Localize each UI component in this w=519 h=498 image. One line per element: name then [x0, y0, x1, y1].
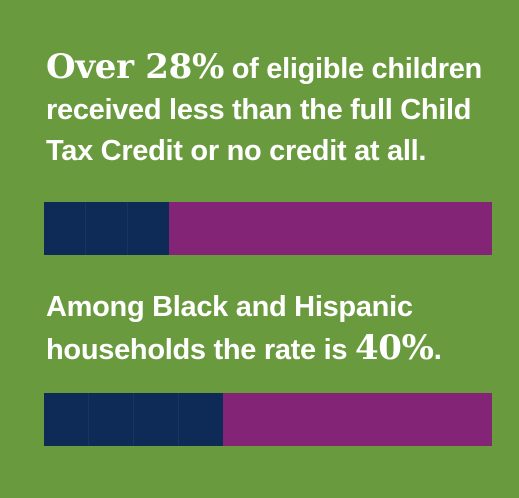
progress-bar-40-percent: [44, 393, 492, 446]
stat-highlight-28: Over 28%: [46, 47, 224, 87]
bar-segment: [128, 202, 170, 255]
bar-segment: [179, 393, 224, 446]
bar-fill: [44, 393, 224, 446]
bar-segment: [86, 202, 129, 255]
stat-black-hispanic: Among Black and Hispanic households the …: [46, 287, 506, 371]
stat-text-1: of eligible children received less than …: [46, 53, 482, 167]
bar-segment: [44, 393, 90, 446]
bar-segment: [89, 393, 135, 446]
bar-segment: [44, 202, 87, 255]
stat-suffix: .: [433, 334, 442, 366]
progress-bar-28-percent: [44, 202, 492, 255]
stat-highlight-40: 40%: [354, 328, 434, 368]
stat-text-2: Among Black and Hispanic households the …: [46, 291, 413, 366]
stat-eligible-children: Over 28% of eligible children received l…: [46, 47, 506, 172]
bar-fill: [44, 202, 170, 255]
bar-segment: [134, 393, 180, 446]
